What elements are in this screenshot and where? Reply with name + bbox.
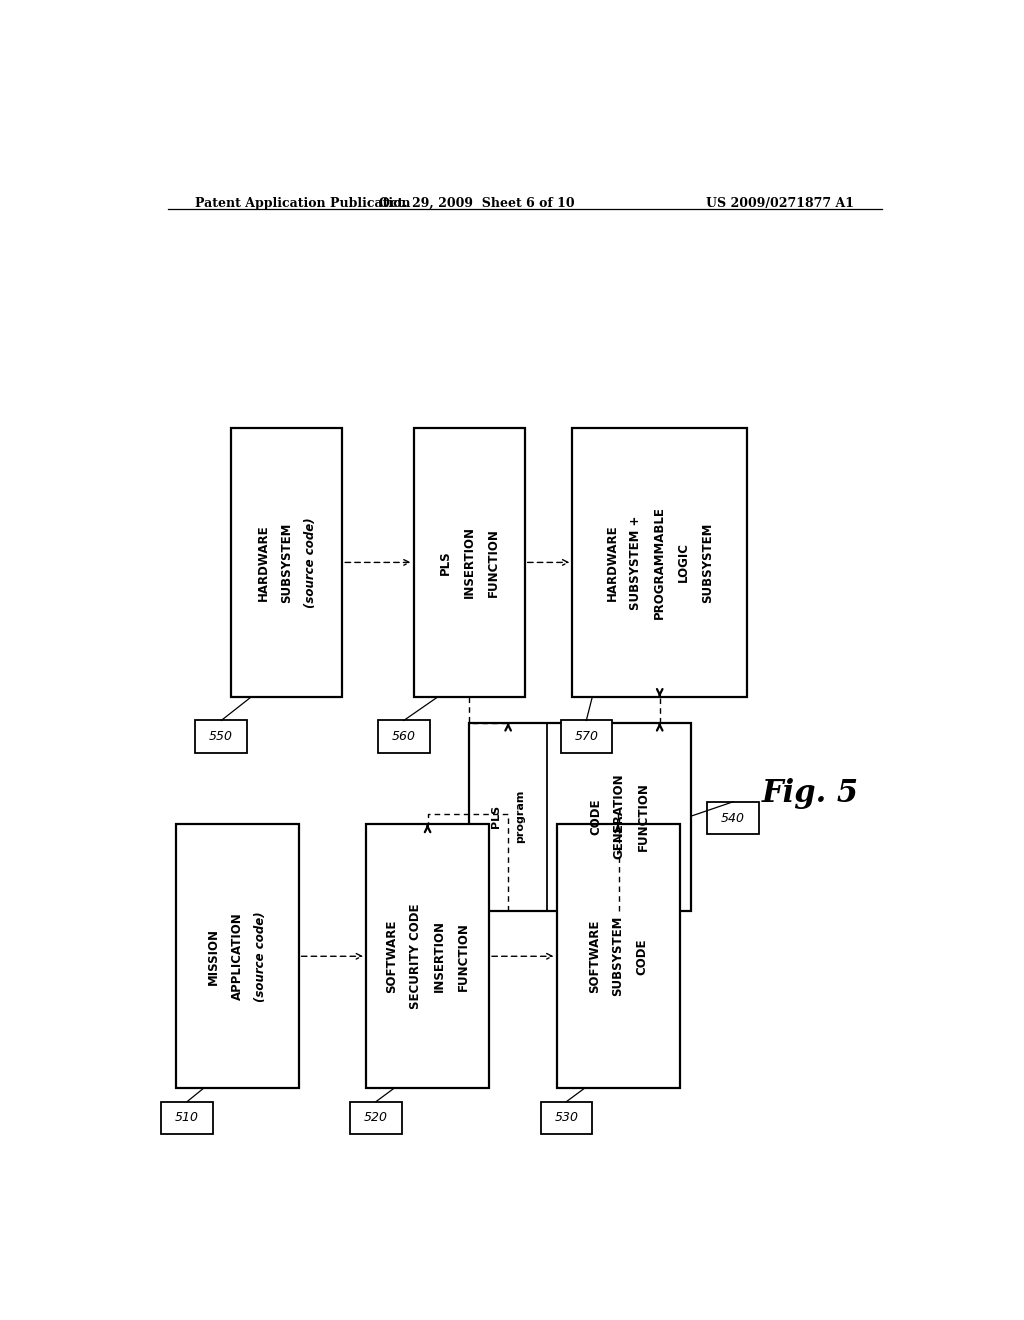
Bar (378, 721, 430, 752)
Text: SOFTWARE: SOFTWARE (385, 920, 398, 993)
Bar (469, 722, 691, 911)
Text: US 2009/0271877 A1: US 2009/0271877 A1 (707, 197, 854, 210)
Text: SUBSYSTEM: SUBSYSTEM (611, 916, 625, 997)
Text: CODE: CODE (589, 799, 602, 834)
Bar (196, 721, 247, 752)
Text: HARDWARE: HARDWARE (605, 524, 618, 601)
Bar (708, 801, 759, 834)
Bar (414, 428, 524, 697)
Bar (572, 428, 748, 697)
Text: 510: 510 (175, 1111, 199, 1125)
Text: SOFTWARE: SOFTWARE (588, 920, 601, 993)
Bar (541, 1102, 592, 1134)
Bar (560, 721, 612, 752)
Text: FUNCTION: FUNCTION (457, 921, 470, 991)
Bar (350, 1102, 401, 1134)
Text: PLS: PLS (439, 550, 452, 574)
Text: 530: 530 (554, 1111, 579, 1125)
Text: 550: 550 (209, 730, 233, 743)
Text: (source code): (source code) (254, 911, 267, 1002)
Bar (367, 824, 489, 1089)
Text: SUBSYSTEM: SUBSYSTEM (281, 523, 293, 603)
Text: GENERATION: GENERATION (612, 774, 626, 859)
Text: HARDWARE: HARDWARE (256, 524, 269, 601)
Text: Patent Application Publication: Patent Application Publication (196, 197, 411, 210)
Text: 540: 540 (721, 812, 745, 825)
Text: INSERTION: INSERTION (433, 920, 446, 993)
Text: CODE: CODE (635, 939, 648, 974)
Text: SECURITY CODE: SECURITY CODE (410, 903, 422, 1008)
Text: 570: 570 (574, 730, 598, 743)
Bar (557, 824, 680, 1089)
Bar (231, 428, 342, 697)
Text: SUBSYSTEM +: SUBSYSTEM + (630, 515, 642, 610)
Text: (source code): (source code) (304, 517, 317, 607)
Bar (176, 824, 299, 1089)
Text: 520: 520 (364, 1111, 388, 1125)
Text: PLS: PLS (492, 805, 501, 828)
Bar (162, 1102, 213, 1134)
Text: 560: 560 (392, 730, 416, 743)
Text: LOGIC: LOGIC (677, 543, 690, 582)
Text: Oct. 29, 2009  Sheet 6 of 10: Oct. 29, 2009 Sheet 6 of 10 (379, 197, 575, 210)
Text: program: program (515, 789, 525, 843)
Text: PROGRAMMABLE: PROGRAMMABLE (653, 506, 667, 619)
Text: INSERTION: INSERTION (463, 527, 476, 598)
Text: Fig. 5: Fig. 5 (762, 779, 859, 809)
Text: MISSION: MISSION (207, 928, 220, 985)
Text: FUNCTION: FUNCTION (637, 781, 649, 851)
Text: APPLICATION: APPLICATION (230, 912, 244, 1001)
Text: SUBSYSTEM: SUBSYSTEM (700, 523, 714, 603)
Text: FUNCTION: FUNCTION (486, 528, 500, 597)
